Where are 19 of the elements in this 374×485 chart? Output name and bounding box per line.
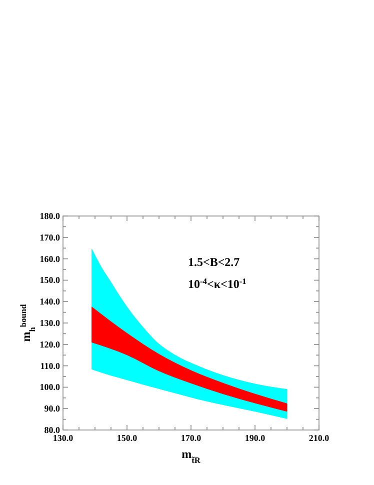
y-tick-label: 170.0: [40, 232, 60, 242]
y-tick-label: 90.0: [44, 404, 60, 414]
annotation: 1.5<B<2.7: [188, 255, 240, 269]
x-tick-label: 170.0: [180, 433, 202, 443]
y-tick-label: 140.0: [40, 296, 60, 307]
x-tick-label: 130.0: [52, 433, 74, 443]
y-tick-label: 120.0: [40, 339, 60, 350]
y-tick-label: 180.0: [40, 211, 60, 221]
y-tick-label: 80.0: [44, 425, 60, 435]
y-tick-label: 100.0: [40, 382, 60, 392]
y-tick-label: 130.0: [40, 318, 60, 328]
y-tick-label: 150.0: [40, 275, 60, 286]
x-tick-label: 190.0: [244, 433, 266, 443]
y-tick-label: 110.0: [40, 360, 60, 371]
y-tick-label: 160.0: [40, 254, 60, 264]
x-tick-label: 150.0: [116, 433, 138, 443]
x-axis-title: m$_{t̃R}$: [182, 447, 202, 464]
x-tick-label: 210.0: [308, 433, 330, 443]
annotation: 10$^{-4}$<κ<10$^{-1}$: [188, 276, 246, 291]
